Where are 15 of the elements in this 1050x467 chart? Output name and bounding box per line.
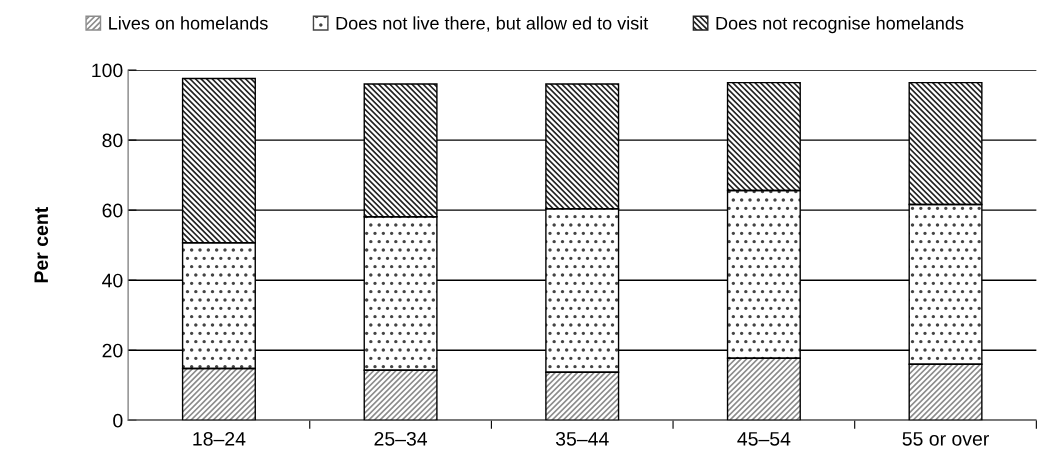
x-tick-label: 55 or over	[902, 432, 989, 446]
y-tick-label: 60	[102, 203, 123, 218]
x-tick-label: 35–44	[555, 431, 609, 446]
x-tick-label: 25–34	[374, 431, 428, 446]
y-tick-label: 100	[92, 63, 123, 78]
legend-label: Does not live there, but allow ed to visit	[336, 16, 649, 32]
y-tick-label: 20	[102, 343, 123, 358]
y-tick-label: 80	[102, 133, 123, 148]
y-tick-label: 0	[113, 413, 123, 428]
legend-label: Does not recognise homelands	[716, 16, 964, 34]
legend-label: Lives on homelands	[109, 16, 268, 30]
x-tick-label: 18–24	[193, 431, 246, 446]
x-tick-label: 45–54	[737, 432, 791, 446]
y-axis-title: Per cent	[34, 207, 49, 283]
y-tick-label: 40	[102, 273, 123, 288]
